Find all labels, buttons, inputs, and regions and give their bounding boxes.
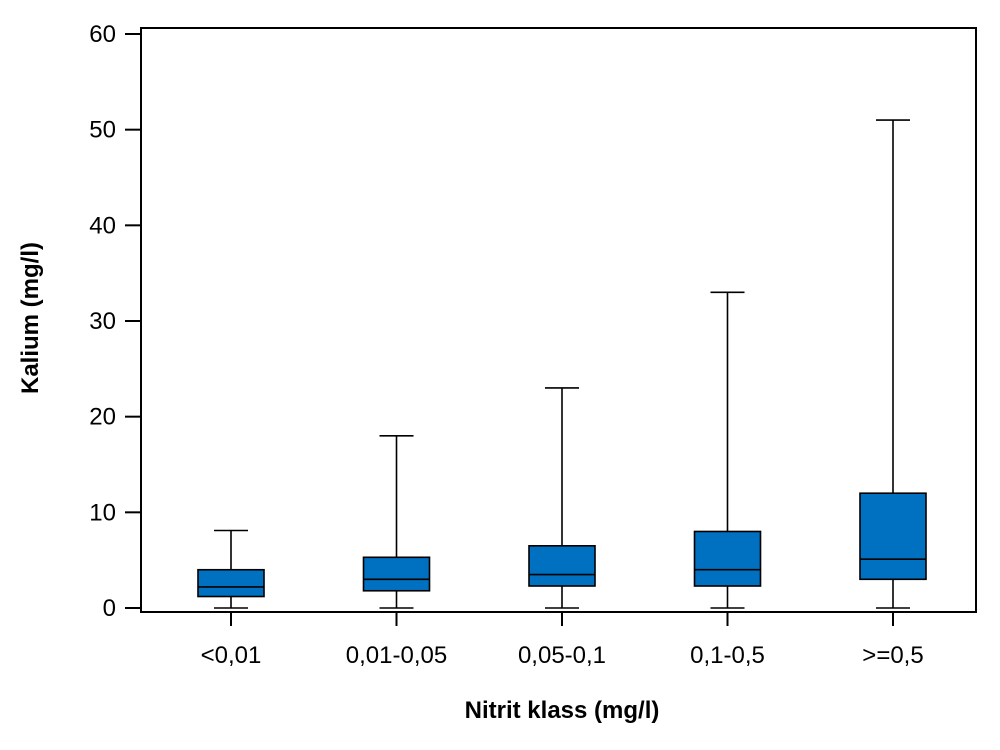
x-tick-label: >=0,5 <box>862 642 923 669</box>
box-4 <box>693 291 762 609</box>
x-axis-title: Nitrit klass (mg/l) <box>465 697 660 724</box>
x-tick-label: 0,01-0,05 <box>346 642 447 669</box>
box-series <box>197 119 927 609</box>
x-tick-label: 0,05-0,1 <box>518 642 606 669</box>
x-axis: <0,01 0,01-0,05 0,05-0,1 0,1-0,5 >=0,5 <box>201 612 924 669</box>
plot-frame <box>140 27 977 613</box>
x-tick-label: <0,01 <box>201 642 262 669</box>
iqr-box <box>693 530 762 587</box>
iqr-box <box>859 492 927 581</box>
box-2 <box>362 434 431 609</box>
y-tick-label: 50 <box>89 117 116 144</box>
y-tick-label: 10 <box>89 499 116 526</box>
y-axis-title: Kalium (mg/l) <box>17 242 44 394</box>
box-3 <box>528 387 596 609</box>
y-tick-label: 40 <box>89 212 116 239</box>
y-tick-label: 20 <box>89 404 116 431</box>
y-tick-label: 60 <box>89 21 116 48</box>
iqr-box <box>528 545 596 587</box>
y-tick-label: 0 <box>103 595 116 622</box>
iqr-box <box>197 568 265 598</box>
box-1 <box>197 529 265 609</box>
y-axis: 0 10 20 30 40 50 60 <box>89 21 141 622</box>
iqr-box <box>362 556 431 592</box>
x-tick-label: 0,1-0,5 <box>690 642 765 669</box>
y-tick-label: 30 <box>89 308 116 335</box>
box-5 <box>859 119 927 609</box>
